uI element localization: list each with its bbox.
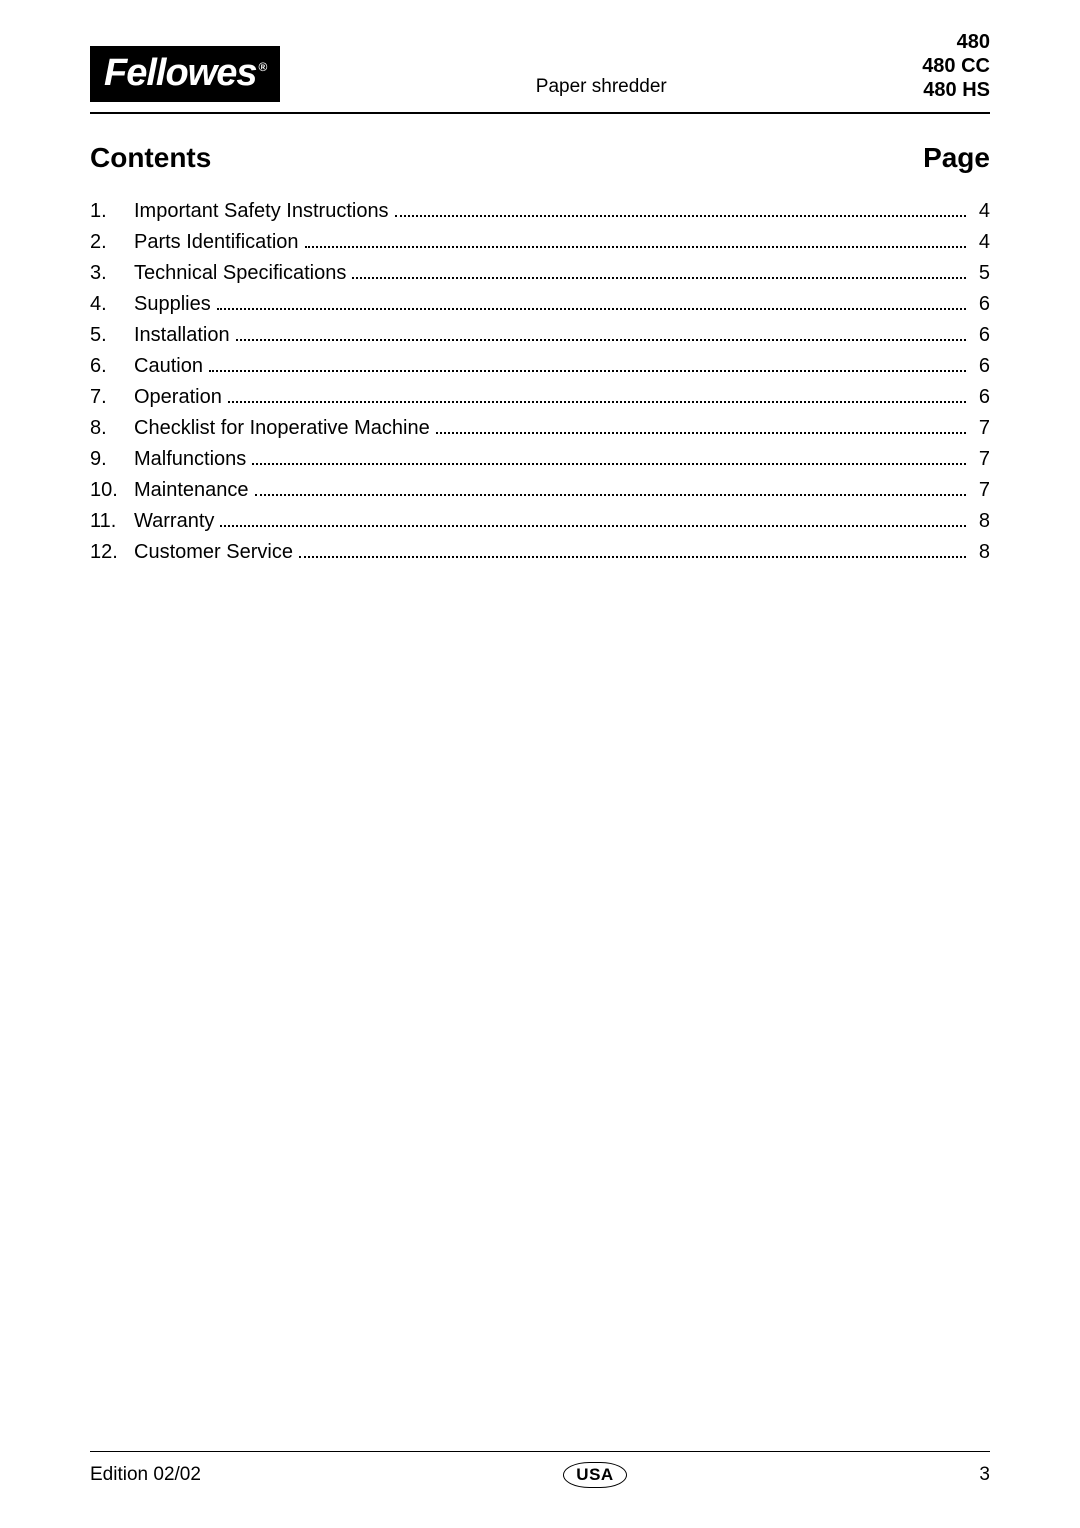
toc-number: 10. xyxy=(90,475,134,506)
footer-edition: Edition 02/02 xyxy=(90,1464,230,1486)
toc-title: Checklist for Inoperative Machine xyxy=(134,413,434,444)
model-item: 480 xyxy=(922,30,990,54)
toc-leader xyxy=(395,201,966,217)
brand-logo-registered: ® xyxy=(259,60,267,74)
toc-number: 3. xyxy=(90,258,134,289)
region-badge: USA xyxy=(563,1462,626,1488)
toc-leader xyxy=(236,325,966,341)
document-subtitle: Paper shredder xyxy=(280,76,922,102)
toc-row: 10. Maintenance 7 xyxy=(90,475,990,506)
toc-leader xyxy=(209,356,966,372)
toc-row: 11. Warranty 8 xyxy=(90,506,990,537)
toc-page: 7 xyxy=(970,444,990,475)
toc-page: 6 xyxy=(970,351,990,382)
toc-leader xyxy=(352,263,966,279)
toc-page: 8 xyxy=(970,506,990,537)
toc-number: 5. xyxy=(90,320,134,351)
toc-row: 3. Technical Specifications 5 xyxy=(90,258,990,289)
toc-page: 8 xyxy=(970,537,990,568)
toc-leader xyxy=(255,480,966,496)
toc-row: 2. Parts Identification 4 xyxy=(90,227,990,258)
toc-row: 4. Supplies 6 xyxy=(90,289,990,320)
toc-number: 11. xyxy=(90,506,134,537)
toc-leader xyxy=(436,418,966,434)
toc-leader xyxy=(299,542,966,558)
toc-page: 4 xyxy=(970,227,990,258)
page-column-label: Page xyxy=(923,142,990,174)
toc-title: Malfunctions xyxy=(134,444,250,475)
toc-row: 6. Caution 6 xyxy=(90,351,990,382)
page-footer: Edition 02/02 USA 3 xyxy=(90,1462,990,1488)
toc-row: 12. Customer Service 8 xyxy=(90,537,990,568)
footer-page-number: 3 xyxy=(960,1464,990,1486)
toc-page: 6 xyxy=(970,320,990,351)
toc-title: Caution xyxy=(134,351,207,382)
header-rule xyxy=(90,112,990,114)
page: Fellowes® Paper shredder 480 480 CC 480 … xyxy=(0,0,1080,1528)
toc-leader xyxy=(220,511,966,527)
toc-page: 7 xyxy=(970,475,990,506)
toc-title: Warranty xyxy=(134,506,218,537)
footer-rule xyxy=(90,1451,990,1452)
toc-page: 7 xyxy=(970,413,990,444)
toc-number: 12. xyxy=(90,537,134,568)
spacer xyxy=(90,568,990,1451)
toc-page: 6 xyxy=(970,289,990,320)
toc-row: 7. Operation 6 xyxy=(90,382,990,413)
toc-number: 9. xyxy=(90,444,134,475)
table-of-contents: 1. Important Safety Instructions 4 2. Pa… xyxy=(90,196,990,568)
toc-title: Maintenance xyxy=(134,475,253,506)
toc-page: 5 xyxy=(970,258,990,289)
toc-row: 8. Checklist for Inoperative Machine 7 xyxy=(90,413,990,444)
toc-number: 2. xyxy=(90,227,134,258)
toc-leader xyxy=(217,294,966,310)
toc-leader xyxy=(228,387,966,403)
toc-leader xyxy=(252,449,966,465)
toc-title: Parts Identification xyxy=(134,227,303,258)
toc-number: 8. xyxy=(90,413,134,444)
model-list: 480 480 CC 480 HS xyxy=(922,30,990,102)
footer-center: USA xyxy=(230,1462,960,1488)
brand-logo-text: Fellowes xyxy=(104,52,257,94)
brand-logo: Fellowes® xyxy=(90,46,280,102)
toc-title: Customer Service xyxy=(134,537,297,568)
toc-title: Installation xyxy=(134,320,234,351)
toc-page: 4 xyxy=(970,196,990,227)
toc-row: 9. Malfunctions 7 xyxy=(90,444,990,475)
toc-title: Operation xyxy=(134,382,226,413)
toc-number: 7. xyxy=(90,382,134,413)
toc-number: 4. xyxy=(90,289,134,320)
model-item: 480 CC xyxy=(922,54,990,78)
toc-row: 1. Important Safety Instructions 4 xyxy=(90,196,990,227)
page-header: Fellowes® Paper shredder 480 480 CC 480 … xyxy=(90,30,990,108)
toc-number: 1. xyxy=(90,196,134,227)
toc-leader xyxy=(305,232,966,248)
model-item: 480 HS xyxy=(922,78,990,102)
toc-number: 6. xyxy=(90,351,134,382)
toc-row: 5. Installation 6 xyxy=(90,320,990,351)
contents-title: Contents xyxy=(90,142,211,174)
toc-page: 6 xyxy=(970,382,990,413)
contents-header: Contents Page xyxy=(90,142,990,174)
toc-title: Technical Specifications xyxy=(134,258,350,289)
toc-title: Supplies xyxy=(134,289,215,320)
toc-title: Important Safety Instructions xyxy=(134,196,393,227)
